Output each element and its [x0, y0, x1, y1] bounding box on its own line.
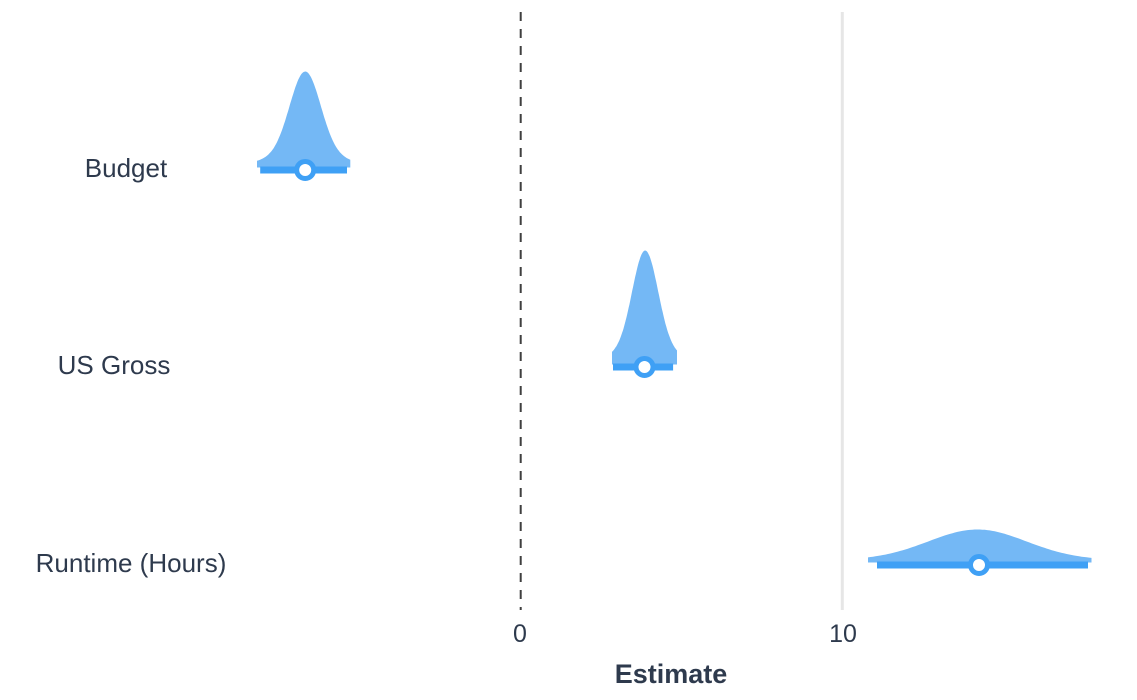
row-label-runtime-hours: Runtime (Hours) — [36, 548, 227, 578]
density-slab-us-gross — [612, 250, 677, 365]
x-tick-label-10: 10 — [829, 620, 857, 648]
density-slab-runtime-hours — [868, 529, 1092, 563]
x-axis-title: Estimate — [615, 659, 728, 689]
plot-rows — [257, 71, 1092, 576]
row-label-us-gross: US Gross — [58, 350, 171, 380]
x-tick-label-0: 0 — [513, 620, 527, 648]
row-runtime-hours — [868, 529, 1092, 576]
point-estimate-us-gross — [633, 356, 656, 378]
point-estimate-runtime-hours — [968, 554, 990, 576]
density-slab-budget — [257, 71, 351, 168]
point-estimate-budget — [294, 159, 317, 181]
row-budget — [257, 71, 351, 181]
row-us-gross — [612, 250, 677, 378]
row-label-budget: Budget — [85, 153, 168, 183]
reference-lines — [519, 12, 844, 610]
